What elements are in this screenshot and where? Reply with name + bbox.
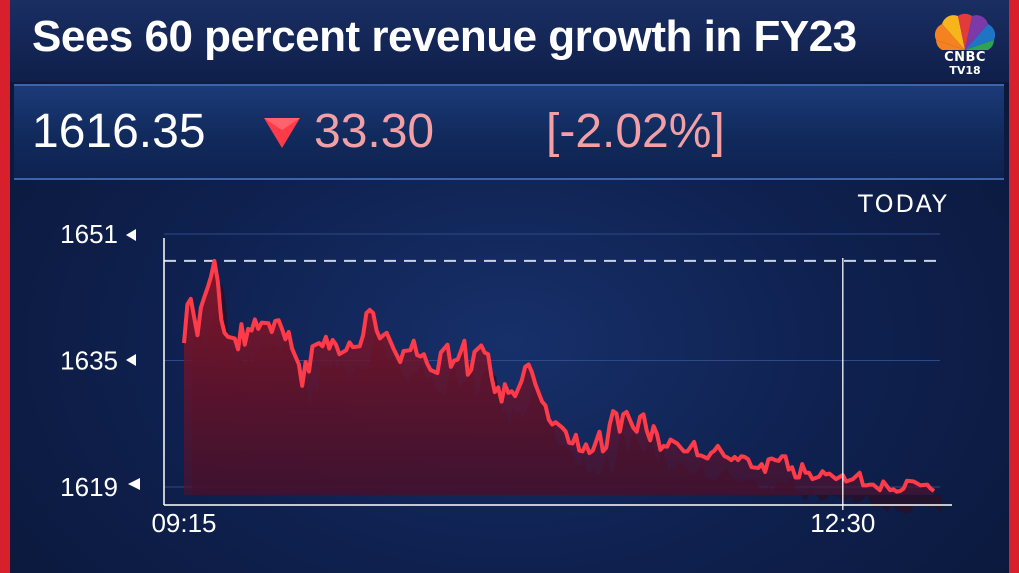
down-triangle-icon — [264, 118, 300, 148]
y-axis-top-arrow — [126, 229, 136, 241]
logo-brand-text: CNBC — [944, 50, 986, 65]
left-accent-bar — [0, 0, 10, 573]
headline-banner: Sees 60 percent revenue growth in FY23 — [10, 0, 1009, 82]
period-label: TODAY — [858, 190, 949, 218]
y-tick-label: 1635 — [60, 346, 118, 376]
percent-change: [-2.02%] — [546, 105, 725, 158]
quote-bar: 1616.35 33.30 [-2.02%] — [14, 84, 1004, 180]
right-accent-bar — [1009, 0, 1019, 573]
area-fill — [184, 260, 934, 495]
peacock-icon — [934, 13, 996, 50]
current-price: 1616.35 — [32, 105, 206, 158]
y-axis-bottom-arrow — [128, 478, 140, 490]
headline-text: Sees 60 percent revenue growth in FY23 — [32, 12, 857, 61]
y-axis-mid-arrow — [126, 354, 136, 366]
x-tick-label: 09:15 — [151, 508, 216, 538]
y-tick-label: 1619 — [60, 472, 118, 502]
price-change: 33.30 — [314, 105, 435, 158]
logo-sub-text: TV18 — [949, 64, 981, 77]
y-tick-label: 1651 — [60, 219, 118, 249]
cnbc-tv18-logo: CNBC TV18 — [928, 10, 1002, 80]
price-line — [182, 258, 936, 494]
x-tick-label: 12:30 — [810, 508, 875, 538]
